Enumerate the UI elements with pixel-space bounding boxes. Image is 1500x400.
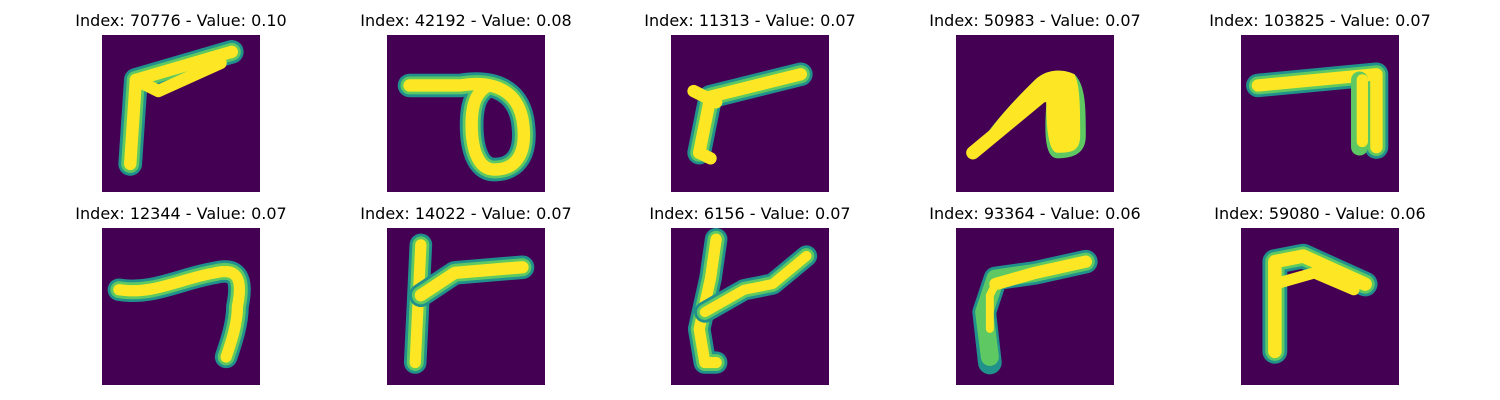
digit-image xyxy=(387,35,545,192)
tile-title: Index: 11313 - Value: 0.07 xyxy=(644,11,856,30)
tile-title: Index: 103825 - Value: 0.07 xyxy=(1209,11,1431,30)
image-tile: Index: 11313 - Value: 0.07 xyxy=(644,11,856,192)
image-tile: Index: 12344 - Value: 0.07 xyxy=(75,204,287,385)
tile-title: Index: 14022 - Value: 0.07 xyxy=(360,204,572,223)
digit-image xyxy=(1241,35,1399,192)
image-tile: Index: 6156 - Value: 0.07 xyxy=(649,204,851,385)
digit-image xyxy=(1241,228,1399,385)
image-tile: Index: 70776 - Value: 0.10 xyxy=(75,11,287,192)
image-tile: Index: 59080 - Value: 0.06 xyxy=(1214,204,1426,385)
digit-image xyxy=(671,35,829,192)
digit-image xyxy=(671,228,829,385)
tile-title: Index: 93364 - Value: 0.06 xyxy=(929,204,1141,223)
digit-image xyxy=(387,228,545,385)
digit-image xyxy=(956,228,1114,385)
tile-title: Index: 50983 - Value: 0.07 xyxy=(929,11,1141,30)
image-tile: Index: 42192 - Value: 0.08 xyxy=(360,11,572,192)
tile-title: Index: 12344 - Value: 0.07 xyxy=(75,204,287,223)
image-tile: Index: 103825 - Value: 0.07 xyxy=(1209,11,1431,192)
tile-title: Index: 42192 - Value: 0.08 xyxy=(360,11,572,30)
image-tile: Index: 93364 - Value: 0.06 xyxy=(929,204,1141,385)
tile-title: Index: 59080 - Value: 0.06 xyxy=(1214,204,1426,223)
image-tile: Index: 14022 - Value: 0.07 xyxy=(360,204,572,385)
digit-image xyxy=(956,35,1114,192)
image-tile: Index: 50983 - Value: 0.07 xyxy=(929,11,1141,192)
digit-image xyxy=(102,228,260,385)
tile-title: Index: 6156 - Value: 0.07 xyxy=(649,204,851,223)
digit-image xyxy=(102,35,260,192)
tile-title: Index: 70776 - Value: 0.10 xyxy=(75,11,287,30)
